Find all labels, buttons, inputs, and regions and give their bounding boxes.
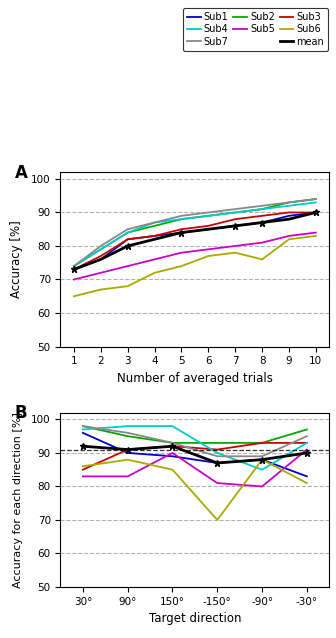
Text: B: B xyxy=(15,404,28,422)
Y-axis label: Accuracy [%]: Accuracy [%] xyxy=(10,221,23,298)
X-axis label: Target direction: Target direction xyxy=(149,612,241,625)
Y-axis label: Accuracy for each direction [%]: Accuracy for each direction [%] xyxy=(13,412,23,588)
Legend: Sub1, Sub4, Sub7, Sub2, Sub5, , Sub3, Sub6, mean: Sub1, Sub4, Sub7, Sub2, Sub5, , Sub3, Su… xyxy=(183,8,328,50)
Text: A: A xyxy=(15,163,28,182)
X-axis label: Number of averaged trials: Number of averaged trials xyxy=(117,372,273,385)
